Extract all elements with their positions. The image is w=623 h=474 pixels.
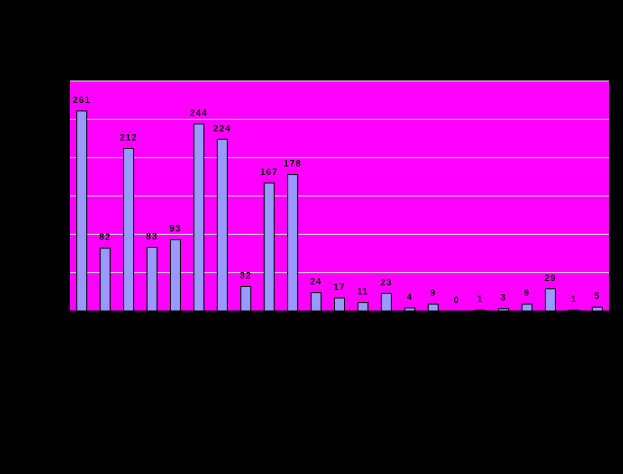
bar xyxy=(521,303,533,312)
bar xyxy=(357,302,369,312)
bar xyxy=(193,123,205,312)
bar xyxy=(123,147,135,312)
bar xyxy=(263,182,275,312)
data-label: 32 xyxy=(240,270,252,280)
bar xyxy=(76,110,88,312)
data-label: 1 xyxy=(571,294,577,304)
bar xyxy=(591,306,603,312)
bar xyxy=(146,246,158,312)
data-label: 93 xyxy=(169,224,181,234)
bar xyxy=(310,292,322,312)
data-label: 82 xyxy=(99,232,111,242)
data-label: 0 xyxy=(454,295,460,305)
data-label: 3 xyxy=(501,293,507,303)
data-label: 29 xyxy=(544,273,556,283)
data-label: 83 xyxy=(146,231,158,241)
data-label: 23 xyxy=(380,277,392,287)
data-label: 212 xyxy=(120,132,138,142)
bar xyxy=(287,174,299,312)
bar xyxy=(240,285,252,312)
data-label: 1 xyxy=(477,294,483,304)
data-label: 261 xyxy=(73,95,91,105)
bar xyxy=(216,138,228,312)
data-label: 244 xyxy=(190,108,208,118)
data-label: 24 xyxy=(310,277,322,287)
data-label: 9 xyxy=(524,288,530,298)
bar xyxy=(334,297,345,312)
data-label: 17 xyxy=(333,282,345,292)
bar xyxy=(427,303,439,312)
data-label: 4 xyxy=(407,292,413,302)
bar xyxy=(169,239,181,312)
bar xyxy=(544,288,556,312)
bar xyxy=(380,292,392,312)
data-label: 167 xyxy=(260,167,278,177)
data-label: 5 xyxy=(594,291,600,301)
bar xyxy=(99,247,111,312)
data-label: 178 xyxy=(284,159,302,169)
data-label: 9 xyxy=(430,288,436,298)
data-label: 11 xyxy=(357,287,369,297)
data-label: 224 xyxy=(213,123,231,133)
